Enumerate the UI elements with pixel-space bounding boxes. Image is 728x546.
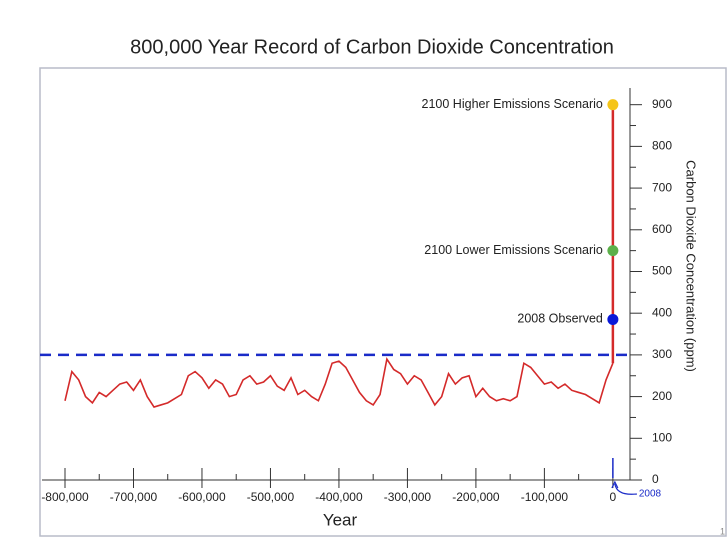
- scenario-point: [607, 245, 619, 257]
- data-line: [64, 356, 614, 408]
- scenario-point: [607, 99, 619, 111]
- scenario-label: 2100 Higher Emissions Scenario: [422, 97, 603, 111]
- x-tick-label: -600,000: [178, 490, 226, 504]
- y-tick-label: 200: [652, 389, 672, 403]
- slide-frame: [39, 67, 727, 537]
- scenario-point: [607, 313, 619, 325]
- y-tick-label: 700: [652, 180, 672, 194]
- x-tick-label: -400,000: [315, 490, 363, 504]
- x-tick-label: -300,000: [384, 490, 432, 504]
- scenario-label: 2008 Observed: [517, 312, 603, 326]
- x-tick-label: -800,000: [41, 490, 89, 504]
- y-tick-label: 400: [652, 305, 672, 319]
- x-axis-label: Year: [323, 510, 358, 529]
- x-tick-label: -100,000: [521, 490, 569, 504]
- annotation-arrow: [614, 483, 637, 495]
- y-tick-label: 800: [652, 139, 672, 153]
- annotation-label: 2008: [639, 489, 662, 500]
- y-tick-label: 600: [652, 222, 672, 236]
- annotation-arrowhead: [611, 480, 619, 489]
- x-tick-label: -700,000: [110, 490, 158, 504]
- scenario-label: 2100 Lower Emissions Scenario: [424, 243, 603, 257]
- y-tick-label: 300: [652, 347, 672, 361]
- chart-title: 800,000 Year Record of Carbon Dioxide Co…: [130, 36, 614, 58]
- y-axis-label: Carbon Dioxide Concentration (ppm): [684, 160, 699, 372]
- y-tick-label: 900: [652, 97, 672, 111]
- x-tick-label: -500,000: [247, 490, 295, 504]
- slide-number: 1: [720, 526, 725, 536]
- y-tick-label: 0: [652, 472, 659, 486]
- y-tick-label: 500: [652, 264, 672, 278]
- y-tick-label: 100: [652, 430, 672, 444]
- x-tick-label: -200,000: [452, 490, 500, 504]
- x-tick-label: 0: [610, 490, 617, 504]
